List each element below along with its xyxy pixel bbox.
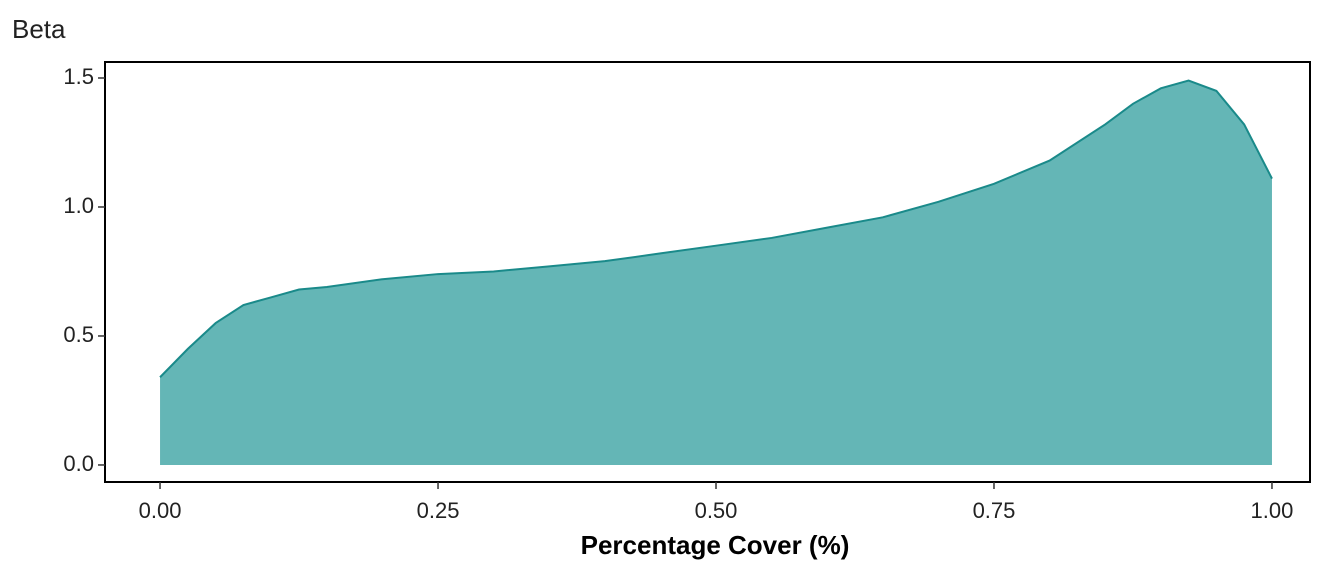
area-line [159,79,1273,378]
x-tick-label: 0.00 [139,498,182,523]
y-tick-label: 1.5 [63,64,94,89]
x-tick-label: 1.00 [1251,498,1294,523]
plot-frame [104,61,1311,483]
y-tick-label: 0.5 [63,322,94,347]
y-tick-label: 1.0 [63,193,94,218]
x-axis-label: Percentage Cover (%) [581,530,850,560]
x-tick-label: 0.25 [417,498,460,523]
x-tick-label: 0.75 [973,498,1016,523]
x-tick-label: 0.50 [695,498,738,523]
y-tick-label: 0.0 [63,451,94,476]
chart-title: Beta [12,14,66,44]
area [160,80,1272,465]
